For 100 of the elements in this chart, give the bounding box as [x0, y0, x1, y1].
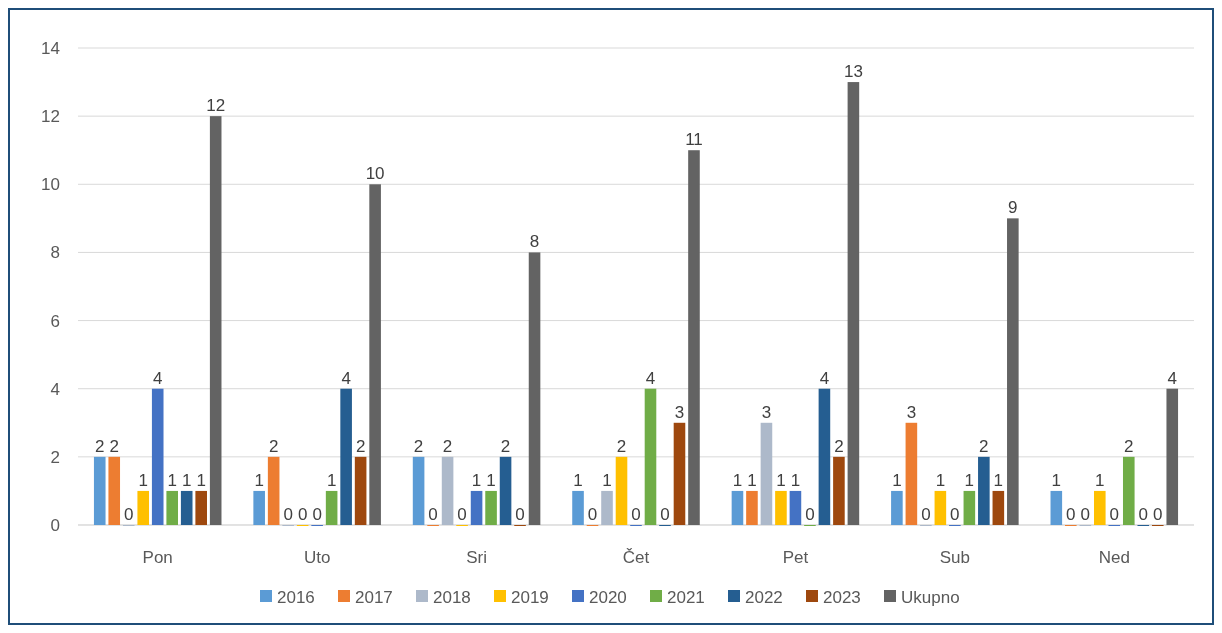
data-label: 0: [312, 505, 322, 524]
legend-label: 2018: [433, 587, 471, 607]
bar: [891, 490, 903, 525]
y-tick-label: 2: [50, 447, 60, 467]
data-label: 1: [1095, 470, 1105, 490]
data-label: 0: [921, 505, 931, 524]
y-tick-label: 6: [50, 311, 60, 331]
data-label: 12: [206, 96, 226, 116]
bar: [180, 490, 193, 525]
data-label: 4: [819, 368, 830, 388]
bar: [253, 490, 265, 525]
data-label: 0: [123, 505, 134, 524]
data-label: 2: [268, 436, 279, 456]
data-label: 1: [326, 470, 337, 490]
bar: [818, 388, 831, 525]
data-label: 0: [1153, 505, 1163, 524]
bar: [166, 490, 178, 525]
bar: [760, 422, 773, 525]
data-label: 1: [254, 470, 264, 490]
data-label: 1: [1051, 470, 1062, 490]
bar: [1122, 456, 1135, 525]
data-label: 0: [457, 505, 467, 524]
data-label: 4: [341, 368, 351, 388]
bar: [354, 456, 367, 525]
legend-label: 2016: [277, 587, 315, 607]
data-label: 1: [486, 470, 496, 490]
bar: [1093, 490, 1106, 525]
bar: [93, 456, 106, 525]
data-label: 3: [761, 402, 772, 422]
data-label: 1: [602, 470, 612, 490]
data-label: 0: [1109, 505, 1120, 524]
data-label: 2: [413, 436, 424, 456]
data-label: 10: [365, 164, 385, 184]
data-label: 1: [935, 470, 946, 490]
data-label: 3: [906, 402, 917, 422]
data-label: 1: [167, 470, 177, 490]
legend-label: 2023: [823, 587, 861, 607]
bar: [934, 490, 947, 525]
bar: [673, 422, 686, 525]
legend-label: 2022: [745, 587, 783, 607]
data-label: 2: [500, 436, 511, 456]
bar: [528, 252, 541, 525]
bar: [340, 388, 352, 525]
data-label: 1: [892, 470, 902, 490]
data-label: 2: [979, 436, 989, 456]
x-tick-label: Sri: [466, 548, 487, 567]
data-label: 4: [1167, 368, 1177, 388]
x-tick-label: Pon: [142, 548, 173, 567]
y-tick-label: 12: [41, 107, 60, 127]
data-label: 0: [1138, 505, 1149, 524]
bar: [978, 456, 990, 525]
legend-label: 2019: [511, 587, 549, 607]
bar: [325, 490, 338, 525]
bar: [905, 422, 918, 525]
data-label: 2: [442, 436, 453, 456]
y-tick-label: 4: [50, 379, 60, 399]
bar: [1050, 490, 1063, 525]
data-label: 1: [964, 470, 975, 490]
bar: [137, 490, 150, 525]
data-label: 0: [631, 505, 641, 524]
bar: [963, 490, 976, 525]
x-tick-label: Sub: [939, 548, 970, 567]
data-label: 2: [834, 436, 844, 456]
legend-label: 2021: [667, 587, 705, 607]
data-label: 1: [138, 470, 148, 490]
data-label: 4: [152, 368, 163, 388]
bar: [992, 490, 1005, 525]
data-label: 0: [428, 505, 438, 524]
bar: [746, 490, 758, 525]
bar: [615, 456, 628, 525]
legend-label: 2017: [355, 587, 393, 607]
data-label: 1: [776, 470, 786, 490]
data-label: 1: [732, 470, 743, 490]
data-label: 0: [587, 505, 598, 524]
legend-label: Ukupno: [901, 587, 960, 607]
y-tick-label: 0: [50, 515, 60, 535]
x-tick-label: Ned: [1098, 548, 1130, 567]
data-label: 2: [355, 436, 366, 456]
y-tick-label: 10: [41, 175, 60, 195]
data-label: 9: [1008, 198, 1018, 218]
data-label: 2: [109, 436, 119, 456]
data-label: 3: [674, 402, 685, 422]
bar: [572, 490, 584, 525]
data-label: 0: [1066, 505, 1076, 524]
data-label: 0: [283, 505, 293, 524]
data-label: 13: [843, 62, 863, 82]
data-label: 2: [1124, 436, 1134, 456]
bar: [833, 456, 845, 525]
bar: [108, 456, 121, 525]
bar: [485, 490, 497, 525]
x-tick-label: Pet: [782, 548, 809, 567]
data-label: 11: [685, 130, 703, 150]
data-label: 0: [660, 505, 670, 524]
bar: [1166, 388, 1179, 525]
data-label: 8: [529, 232, 540, 252]
bar: [644, 388, 657, 525]
bar: [688, 150, 700, 525]
data-label: 0: [805, 505, 815, 524]
data-label: 2: [616, 436, 627, 456]
y-tick-label: 8: [50, 243, 60, 263]
